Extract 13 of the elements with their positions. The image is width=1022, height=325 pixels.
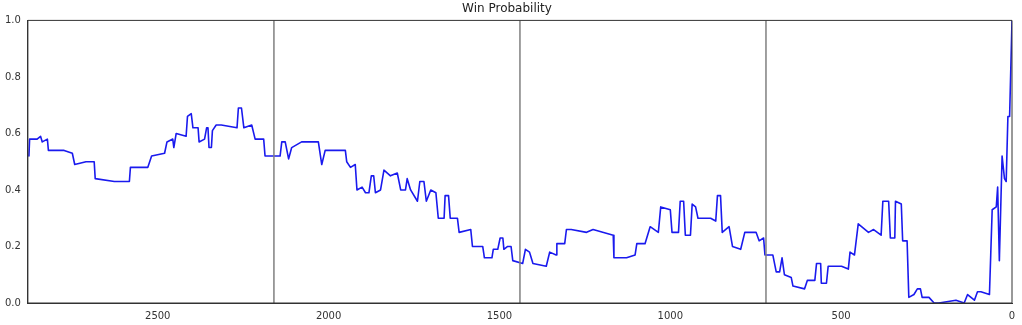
y-tick-label: 0.4 — [5, 183, 21, 195]
x-tick-label: 2500 — [145, 309, 171, 321]
chart-title: Win Probability — [462, 1, 552, 16]
x-tick-label: 1500 — [486, 309, 513, 321]
y-tick-label: 0.2 — [5, 240, 21, 252]
x-tick-label: 1000 — [657, 309, 684, 321]
y-tick-label: 0.0 — [5, 296, 21, 308]
y-tick-label: 1.0 — [5, 13, 21, 25]
y-tick-label: 0.6 — [5, 127, 21, 139]
x-tick-label: 2000 — [315, 309, 342, 321]
x-tick-label: 500 — [831, 309, 851, 321]
y-tick-label: 0.8 — [5, 70, 21, 82]
x-tick-label: 0 — [1008, 309, 1016, 321]
